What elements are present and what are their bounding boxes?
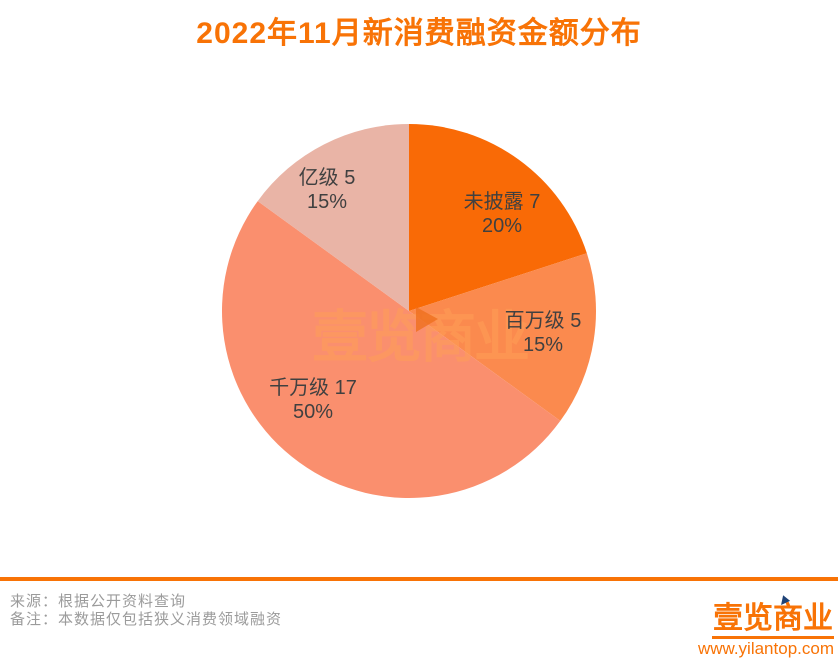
pie-slice-1	[409, 253, 597, 421]
remark-note: 备注：本数据仅包括狭义消费领域融资	[10, 611, 283, 628]
chart-title: 2022年11月新消费融资金额分布	[196, 17, 642, 50]
pie-slice-2	[221, 201, 561, 499]
slice-label-undisclosed: 未披露 7 20%	[464, 190, 541, 238]
slice-label-millions: 百万级 5 15%	[505, 309, 582, 357]
brand-block: 壹览商业 www.yilantop.com	[698, 593, 834, 659]
source-note: 来源：根据公开资料查询	[10, 593, 187, 610]
brand-logo-text: 壹览商业	[712, 602, 834, 639]
slice-label-name: 亿级 5	[298, 167, 356, 189]
slice-label-name: 千万级 17	[269, 377, 357, 399]
slice-label-name: 百万级 5	[504, 310, 582, 332]
brand-url: www.yilantop.com	[697, 639, 834, 658]
slice-label-tens-of-millions: 千万级 17 50%	[269, 376, 357, 424]
slice-label-pct: 15%	[522, 334, 564, 356]
slice-label-pct: 15%	[306, 191, 348, 213]
pie-slice-3	[257, 124, 409, 311]
slice-label-hundreds-of-millions: 亿级 5 15%	[299, 166, 356, 214]
slice-label-name: 未披露 7	[463, 191, 541, 213]
slice-label-pct: 20%	[481, 215, 523, 237]
pie-slice-0	[409, 124, 587, 311]
slice-label-pct: 50%	[292, 401, 334, 423]
footer-divider	[0, 577, 838, 581]
